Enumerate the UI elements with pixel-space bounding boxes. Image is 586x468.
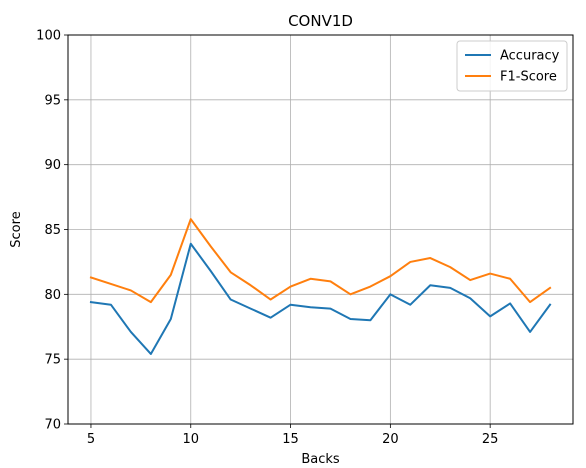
plot-series: [91, 219, 550, 354]
grid: [68, 35, 573, 424]
x-tick-label: 20: [382, 432, 399, 447]
y-tick-label: 70: [44, 418, 61, 433]
y-tick-label: 85: [44, 223, 61, 238]
y-tick-label: 80: [44, 288, 61, 303]
series-line-f1-score: [91, 219, 550, 302]
y-tick-label: 95: [44, 93, 61, 108]
legend-label-accuracy: Accuracy: [500, 49, 560, 64]
y-tick-label: 75: [44, 353, 61, 368]
x-tick-label: 10: [182, 432, 199, 447]
legend: Accuracy F1-Score: [457, 41, 567, 91]
x-tick-label: 25: [482, 432, 499, 447]
x-axis-label: Backs: [301, 452, 340, 467]
x-tick-label: 5: [87, 432, 95, 447]
y-axis-label: Score: [9, 211, 24, 247]
series-line-accuracy: [91, 244, 550, 354]
y-tick-label: 100: [36, 29, 61, 44]
legend-label-f1-score: F1-Score: [500, 70, 557, 85]
axis-ticks: 5 10 15 20 25 70 75 80 85 90 95 100: [36, 29, 498, 448]
chart-title: CONV1D: [288, 12, 353, 30]
x-tick-label: 15: [282, 432, 299, 447]
y-tick-label: 90: [44, 158, 61, 173]
